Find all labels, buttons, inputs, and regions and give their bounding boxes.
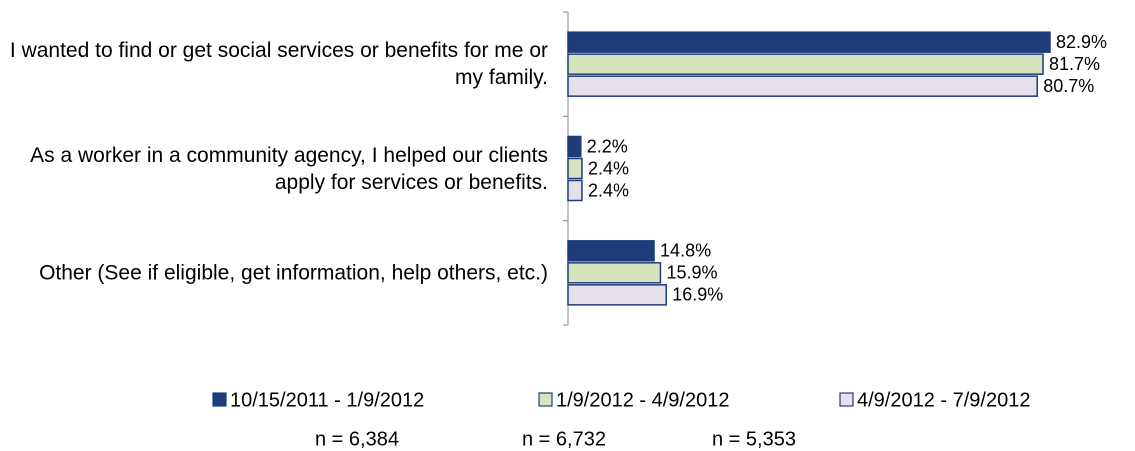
value-label: 81.7% xyxy=(1049,54,1100,74)
bar xyxy=(567,75,1038,97)
legend-swatch xyxy=(538,392,553,407)
value-label: 2.4% xyxy=(588,180,629,200)
bar xyxy=(567,31,1051,53)
bar xyxy=(567,135,582,158)
legend-label: 1/9/2012 - 4/9/2012 xyxy=(556,389,729,411)
sample-size: n = 6,732 xyxy=(522,428,606,450)
value-label: 14.8% xyxy=(660,241,711,261)
bar xyxy=(567,179,583,202)
sample-size: n = 6,384 xyxy=(315,428,399,450)
value-label: 2.2% xyxy=(587,136,628,156)
value-label: 16.9% xyxy=(672,285,723,305)
bar xyxy=(567,53,1044,75)
legend-label: 10/15/2011 - 1/9/2012 xyxy=(230,389,424,411)
legend-swatch xyxy=(839,392,854,407)
value-label: 80.7% xyxy=(1043,76,1094,96)
value-label: 82.9% xyxy=(1056,32,1107,52)
value-label: 2.4% xyxy=(588,158,629,178)
category-label: As a worker in a community agency, I hel… xyxy=(30,143,548,194)
bar xyxy=(567,262,662,284)
category-label: Other (See if eligible, get information,… xyxy=(39,261,548,285)
legend-label: 4/9/2012 - 7/9/2012 xyxy=(857,389,1030,411)
bar xyxy=(567,284,668,306)
sample-size: n = 5,353 xyxy=(712,428,796,450)
category-label: I wanted to find or get social services … xyxy=(9,39,548,90)
bar xyxy=(567,240,655,262)
legend-swatch xyxy=(212,392,227,407)
value-label: 15.9% xyxy=(666,263,717,283)
bar xyxy=(567,157,583,180)
